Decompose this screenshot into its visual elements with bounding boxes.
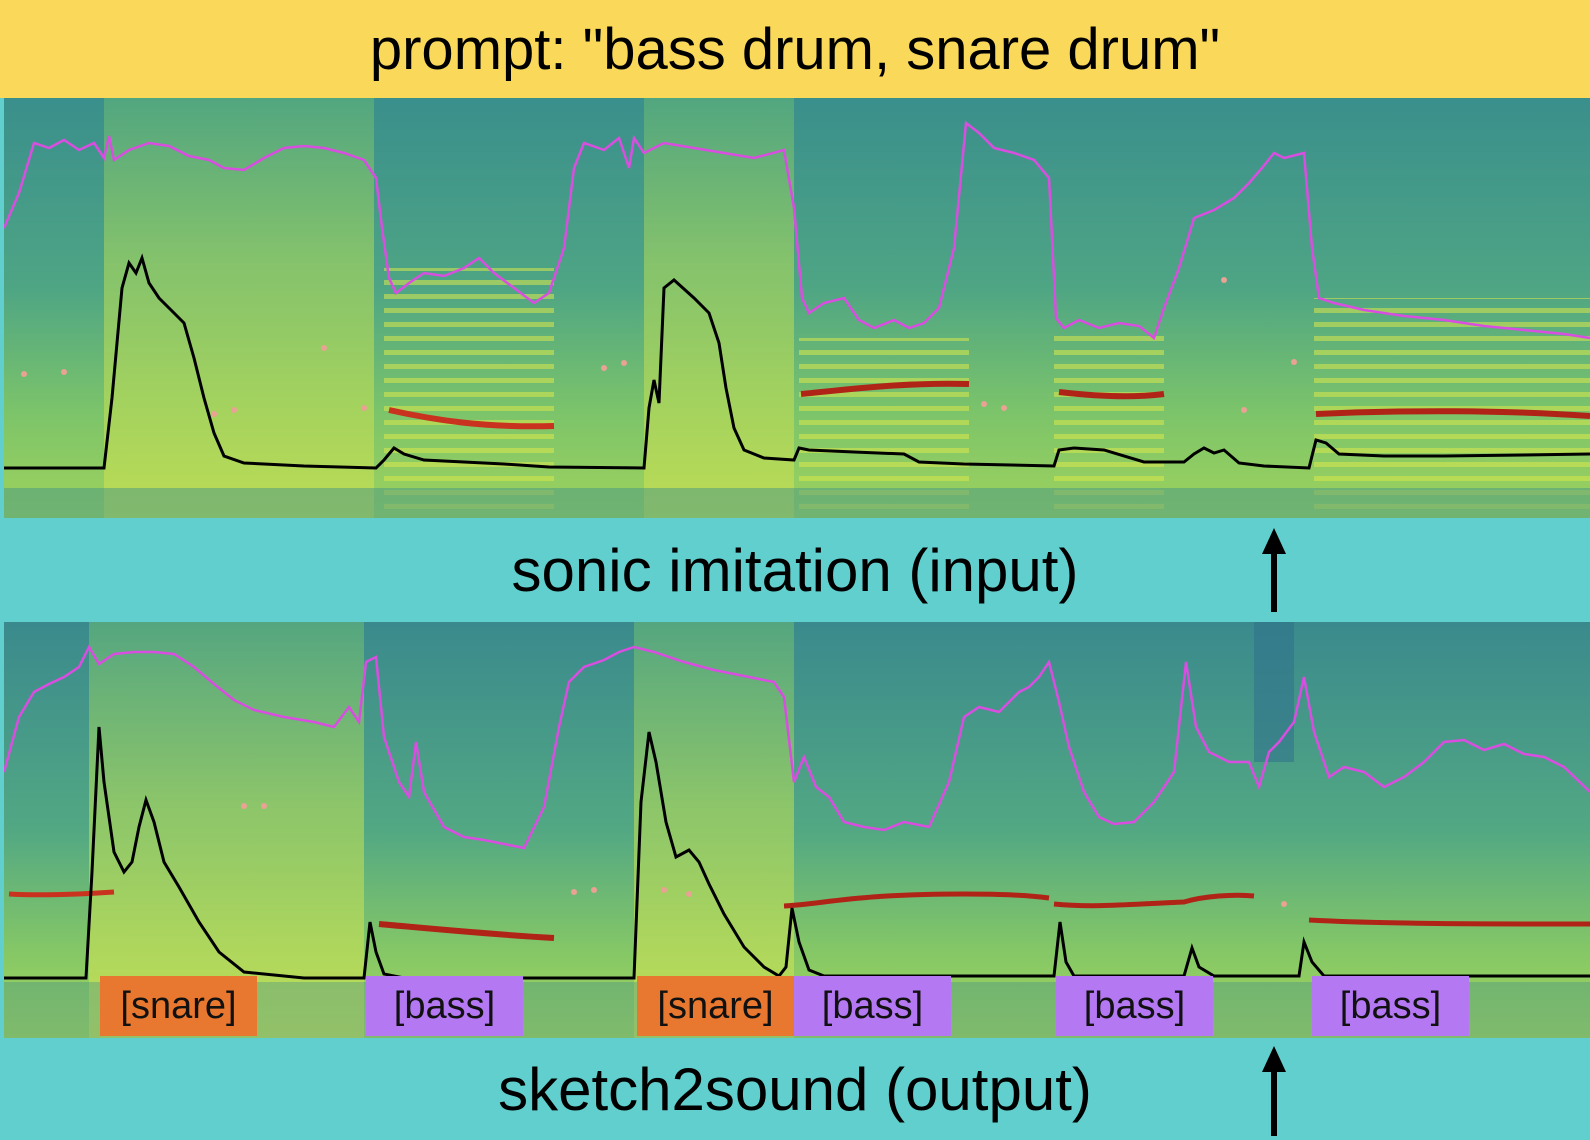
input-snare-region-1	[104, 98, 374, 518]
input-bass-stripes-2	[799, 338, 969, 518]
input-centroid-line	[4, 120, 1590, 341]
input-bass-stripes-4	[1314, 298, 1590, 518]
label-bass-1-text: [bass]	[393, 984, 496, 1027]
output-dark-notch	[1254, 622, 1294, 762]
label-bass-2-text: [bass]	[821, 984, 924, 1027]
output-snare-region-1	[89, 622, 364, 1038]
input-pitch-track-4	[1315, 408, 1590, 419]
output-caption-band: sketch2sound (output)	[0, 1038, 1590, 1140]
label-bass-4-text: [bass]	[1339, 984, 1442, 1027]
label-snare-2-text: [snare]	[657, 984, 774, 1027]
input-caption: sonic imitation (input)	[511, 536, 1079, 604]
input-caption-band: sonic imitation (input)	[0, 518, 1590, 622]
label-snare-2: [snare]	[637, 976, 794, 1036]
input-bottom-band	[4, 488, 1590, 518]
input-pitch-track-2	[800, 380, 970, 397]
input-snare-region-2	[644, 98, 794, 518]
output-pitch-dots	[241, 803, 1287, 907]
output-centroid-line	[4, 644, 1590, 850]
up-arrow-icon	[1262, 1046, 1286, 1136]
input-loudness-line	[4, 253, 1590, 470]
input-bass-stripes-3	[1054, 328, 1164, 518]
label-bass-3-text: [bass]	[1083, 984, 1186, 1027]
output-pitch-track-0	[8, 889, 115, 898]
input-pitch-track-1	[388, 407, 555, 430]
label-snare-1: [snare]	[100, 976, 257, 1036]
input-pitch-track-3	[1058, 389, 1165, 400]
label-bass-1: [bass]	[366, 976, 523, 1036]
output-pitch-track-1	[378, 921, 555, 941]
input-spectrogram-svg	[4, 98, 1590, 518]
output-pitch-track-3	[1053, 892, 1255, 909]
label-bass-4: [bass]	[1312, 976, 1469, 1036]
output-pitch-track-4	[1308, 917, 1590, 927]
prompt-banner: prompt: "bass drum, snare drum"	[0, 0, 1590, 98]
input-pitch-dots	[21, 277, 1297, 417]
output-pitch-track-2	[783, 891, 1050, 909]
label-bass-2: [bass]	[794, 976, 951, 1036]
output-caption: sketch2sound (output)	[498, 1055, 1092, 1123]
prompt-text: prompt: "bass drum, snare drum"	[369, 16, 1221, 82]
input-bass-stripes-1	[384, 268, 554, 518]
label-snare-1-text: [snare]	[120, 984, 237, 1027]
label-bass-3: [bass]	[1056, 976, 1213, 1036]
input-spectrogram	[4, 98, 1590, 518]
up-arrow-icon	[1262, 528, 1286, 612]
